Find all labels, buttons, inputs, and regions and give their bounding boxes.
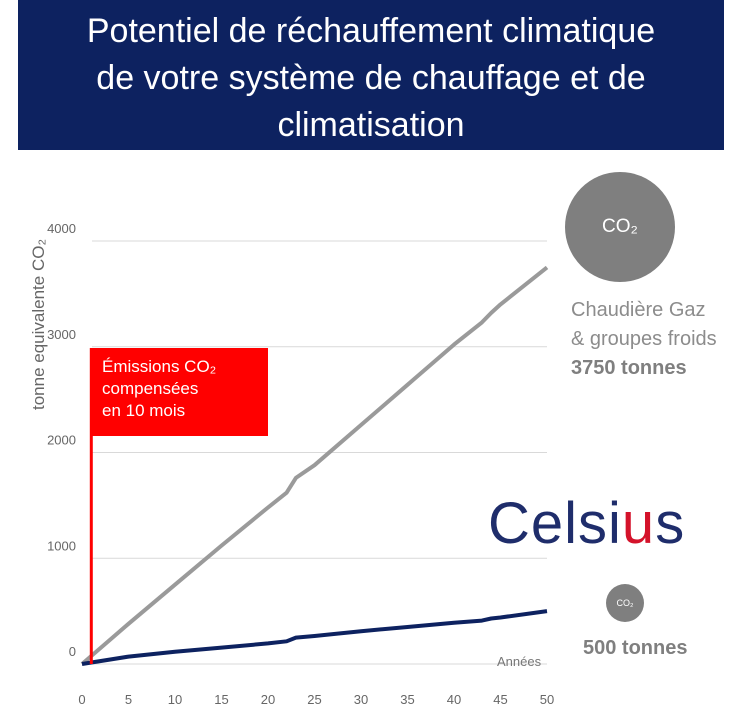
y-tick-label: 0	[69, 644, 76, 659]
celsius-logo: Celsius	[488, 491, 686, 556]
x-tick-label: 50	[540, 692, 554, 707]
y-tick-label: 2000	[47, 433, 76, 448]
series-line-gas	[80, 265, 549, 666]
x-tick-label: 40	[447, 692, 461, 707]
gas-label-line-1: Chaudière Gaz	[571, 299, 706, 321]
y-tick-label: 3000	[47, 327, 76, 342]
title-banner: Potentiel de réchauffement climatique de…	[18, 0, 724, 150]
x-tick-label: 10	[168, 692, 182, 707]
y-tick-label: 4000	[47, 221, 76, 236]
x-tick-label: 45	[493, 692, 507, 707]
gas-label-line-2: & groupes froids	[571, 328, 717, 350]
annotation-line-3: en 10 mois	[102, 401, 186, 420]
gas-legend: Chaudière Gaz & groupes froids 3750 tonn…	[571, 296, 717, 383]
annotation-line-1: Émissions CO₂	[102, 357, 217, 376]
x-tick-label: 35	[400, 692, 414, 707]
annotation-line-2: compensées	[102, 379, 199, 398]
compensation-annotation: Émissions CO₂ compensées en 10 mois	[92, 348, 268, 436]
y-axis-label: tonne equivalente CO₂	[29, 239, 48, 410]
series-line-celsius	[81, 609, 548, 666]
gas-total: 3750 tonnes	[571, 357, 687, 379]
x-tick-label: 0	[78, 692, 85, 707]
title-line-3: climatisation	[277, 106, 465, 144]
x-tick-label: 15	[214, 692, 228, 707]
x-tick-label: 25	[307, 692, 321, 707]
co2-badge-small: CO₂	[606, 584, 644, 622]
y-tick-label: 1000	[47, 538, 76, 553]
x-tick-label: 20	[261, 692, 275, 707]
x-tick-label: 30	[354, 692, 368, 707]
x-axis-label: Années	[497, 654, 542, 669]
celsius-total: 500 tonnes	[583, 637, 688, 659]
title-line-2: de votre système de chauffage et de	[96, 59, 646, 97]
co2-badge-large: CO₂	[565, 172, 675, 282]
title-line-1: Potentiel de réchauffement climatique	[86, 12, 656, 50]
x-tick-label: 5	[125, 692, 132, 707]
